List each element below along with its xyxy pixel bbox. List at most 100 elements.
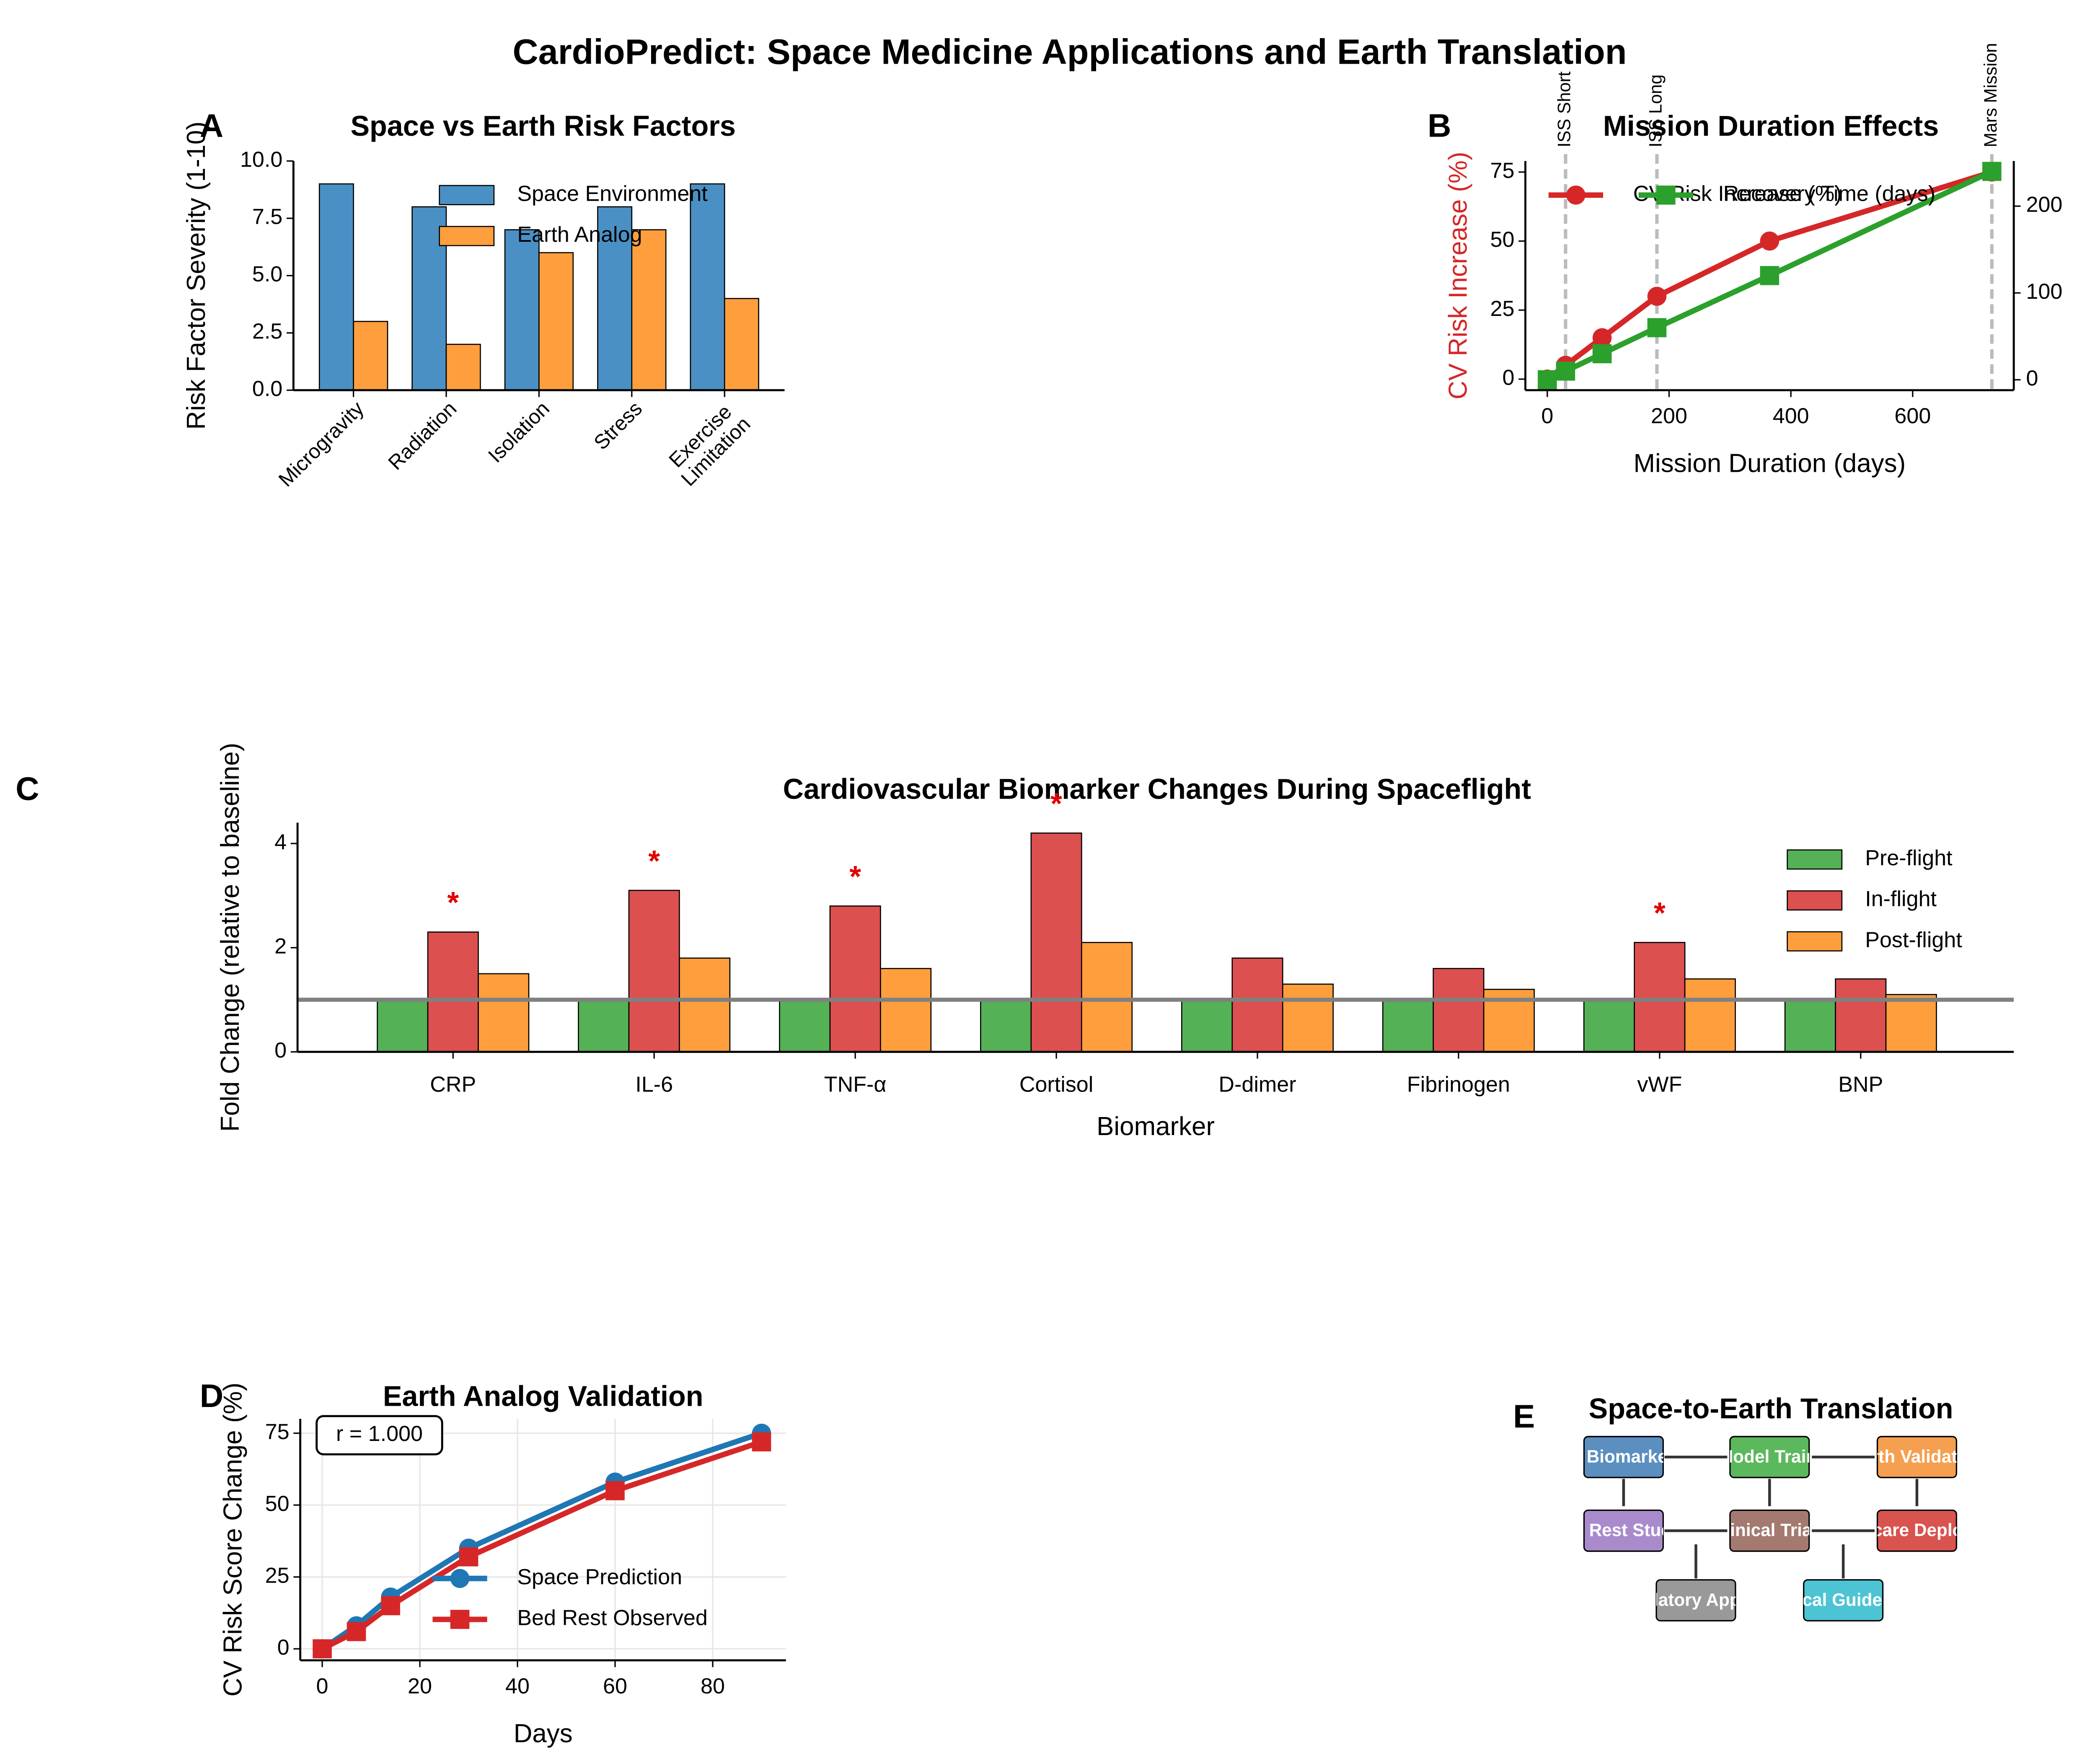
panel-label: D	[200, 1377, 223, 1414]
y-tick-label: 75	[265, 1420, 290, 1444]
y-tick-label: 0	[1502, 366, 1514, 390]
marker	[347, 1622, 366, 1641]
diagram-node	[1876, 1509, 1958, 1552]
legend-label: Pre-flight	[1865, 846, 1953, 870]
x-axis-label: Mission Duration (days)	[1633, 449, 1906, 478]
y-tick-label: 25	[265, 1563, 290, 1588]
y-tick-label: 0	[277, 1635, 290, 1660]
bar	[628, 890, 680, 1053]
legend-swatch	[439, 226, 495, 246]
bar	[353, 321, 388, 391]
y2-axis-label: Recovery Time (days)	[2093, 150, 2095, 402]
diagram-title: Space-to-Earth Translation	[1589, 1393, 1953, 1425]
bar	[1885, 994, 1937, 1053]
x-tick-label: Isolation	[484, 398, 555, 468]
bar	[1684, 978, 1736, 1053]
x-tick-label: IL-6	[635, 1073, 673, 1097]
legend-marker	[1656, 185, 1676, 205]
panel-label: C	[16, 770, 39, 807]
legend-swatch	[1787, 931, 1843, 952]
marker	[1592, 328, 1612, 347]
diagram-node-label: Space Biomarker Data	[1584, 1446, 1663, 1467]
diagram-node-text-box: Clinical Guidelines	[1804, 1589, 1883, 1610]
legend-label: In-flight	[1865, 887, 1937, 911]
legend-swatch	[439, 185, 495, 205]
bar	[1583, 999, 1635, 1053]
bar	[1835, 978, 1887, 1053]
marker	[1982, 162, 2002, 181]
marker	[459, 1547, 478, 1567]
bar	[1081, 941, 1133, 1053]
y-tick-label: 5.0	[252, 262, 282, 286]
x-tick-label: 600	[1894, 404, 1931, 428]
legend-label: Space Prediction	[517, 1565, 682, 1589]
y-tick-label: 0	[2026, 366, 2038, 391]
legend-label: Bed Rest Observed	[517, 1606, 707, 1630]
y-tick-label: 100	[2026, 279, 2062, 304]
x-tick-label: vWF	[1637, 1073, 1682, 1097]
bar	[1382, 999, 1434, 1053]
legend-label: Earth Analog	[517, 222, 642, 247]
y-tick-label: 2	[274, 934, 287, 958]
diagram-node-text-box: AI Model Training	[1730, 1437, 1809, 1478]
diagram-node-wrap: Earth Validation	[1878, 1437, 1957, 1478]
marker	[605, 1481, 625, 1500]
y-tick-label: 50	[265, 1492, 290, 1516]
diagram-node-wrap: Regulatory Approval	[1656, 1580, 1735, 1621]
x-tick-label: Microgravity	[274, 398, 369, 492]
marker	[1760, 231, 1779, 251]
x-tick-label: 20	[408, 1674, 432, 1698]
x-tick-label: CRP	[430, 1073, 476, 1097]
y-tick-label: 50	[1490, 228, 1515, 252]
y-tick-label: 0.0	[252, 377, 282, 401]
x-tick-label: 60	[603, 1674, 627, 1698]
diagram-node-text-box: Clinical Trials	[1730, 1510, 1809, 1551]
bar	[690, 183, 725, 391]
vline-label: Mars Mission	[1981, 43, 2000, 147]
bar	[377, 999, 429, 1053]
diagram-node-label: Clinical Guidelines	[1804, 1589, 1883, 1610]
chart-title: Mission Duration Effects	[1603, 110, 1939, 142]
bar	[504, 229, 540, 391]
y-tick-label: 4	[274, 830, 287, 854]
diagram-node-wrap: Clinical Trials	[1730, 1510, 1809, 1551]
x-tick-label: TNF-α	[824, 1073, 887, 1097]
marker	[313, 1639, 332, 1658]
marker	[1556, 361, 1575, 381]
bar	[1433, 968, 1485, 1053]
x-axis-label: Days	[514, 1719, 573, 1748]
bar	[1181, 999, 1233, 1053]
marker	[752, 1432, 771, 1451]
y-tick-label: 0	[274, 1038, 287, 1063]
panel-label: E	[1513, 1398, 1535, 1435]
annotation-box	[316, 1415, 443, 1456]
significance-mark: *	[1050, 787, 1062, 820]
bar	[318, 183, 354, 391]
legend-label: Recovery Time (days)	[1723, 181, 1935, 206]
x-tick-label: BNP	[1838, 1073, 1883, 1097]
diagram-node-wrap: AI Model Training	[1730, 1437, 1809, 1478]
bar	[478, 973, 530, 1053]
diagram-node-text-box: Healthcare Deployment	[1878, 1510, 1957, 1551]
x-tick-label: Radiation	[384, 398, 462, 475]
y-tick-label: 7.5	[252, 205, 282, 229]
bar	[578, 999, 630, 1053]
x-tick-label: 200	[1651, 404, 1687, 428]
x-tick-label: Exercise Limitation	[665, 401, 755, 491]
marker	[381, 1596, 400, 1615]
chart-title: Cardiovascular Biomarker Changes During …	[783, 773, 1531, 805]
x-tick-label: 400	[1773, 404, 1809, 428]
marker	[1760, 266, 1779, 285]
diagram-node	[1729, 1509, 1810, 1552]
x-tick-label: 40	[505, 1674, 530, 1698]
diagram-node	[1803, 1579, 1884, 1622]
diagram-node-wrap: Healthcare Deployment	[1878, 1510, 1957, 1551]
marker	[1647, 318, 1667, 337]
diagram-node-text-box: Space Biomarker Data	[1584, 1446, 1663, 1467]
y-axis-label: Fold Change (relative to baseline)	[216, 743, 245, 1132]
x-axis-label: Biomarker	[1097, 1112, 1215, 1141]
legend-swatch	[1787, 849, 1843, 870]
diagram-node-label: Clinical Trials	[1730, 1520, 1809, 1541]
